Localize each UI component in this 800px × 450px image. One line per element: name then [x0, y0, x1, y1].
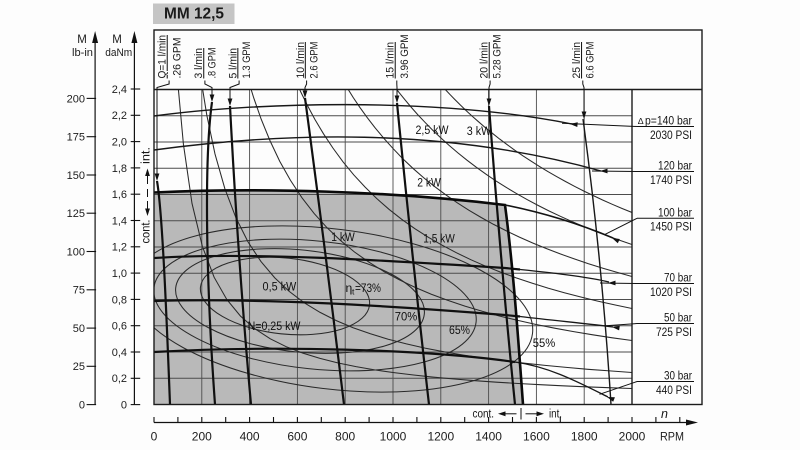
svg-text:N=0,25 kW: N=0,25 kW: [248, 319, 301, 333]
svg-text:70%: 70%: [395, 310, 418, 324]
svg-text:1800: 1800: [571, 430, 598, 444]
svg-text:20 l/min: 20 l/min: [479, 42, 491, 79]
svg-text:n: n: [661, 407, 668, 421]
svg-text:p=140 bar: p=140 bar: [645, 114, 692, 128]
svg-text:2,5 kW: 2,5 kW: [416, 123, 449, 137]
svg-text:2,0: 2,0: [112, 137, 127, 149]
svg-text:600: 600: [287, 430, 307, 444]
svg-text:2.6 GPM: 2.6 GPM: [308, 42, 320, 79]
svg-text:3 l/min: 3 l/min: [193, 48, 205, 79]
svg-text:3.96 GPM: 3.96 GPM: [399, 35, 411, 79]
svg-text:1,6: 1,6: [112, 189, 127, 201]
svg-text:2 kW: 2 kW: [417, 176, 441, 190]
svg-text:25 l/min: 25 l/min: [571, 42, 583, 79]
svg-text:125: 125: [67, 208, 85, 220]
svg-text:400: 400: [240, 430, 260, 444]
svg-text:M: M: [112, 34, 122, 46]
svg-text:0: 0: [79, 400, 85, 412]
svg-text:50: 50: [73, 323, 85, 335]
svg-text:55%: 55%: [533, 336, 556, 350]
svg-text:0,5 kW: 0,5 kW: [263, 280, 297, 294]
svg-text:.8 GPM: .8 GPM: [207, 48, 219, 79]
svg-text:cont.: cont.: [473, 409, 495, 421]
svg-text:1 kW: 1 kW: [331, 230, 355, 244]
svg-text:1400: 1400: [475, 430, 502, 444]
svg-text:cont.: cont.: [141, 220, 153, 244]
svg-text:lb-in: lb-in: [72, 47, 93, 59]
svg-text:η: η: [346, 281, 353, 295]
svg-text:120 bar: 120 bar: [658, 159, 692, 173]
svg-text:1,0: 1,0: [112, 268, 127, 280]
svg-text:2000: 2000: [619, 430, 646, 444]
svg-text:int.: int.: [549, 409, 562, 421]
svg-text:1200: 1200: [427, 430, 454, 444]
svg-text:0: 0: [151, 430, 158, 444]
svg-text:6.6 GPM: 6.6 GPM: [585, 42, 597, 79]
svg-text:3 kW: 3 kW: [467, 124, 492, 138]
svg-text:0,4: 0,4: [112, 347, 127, 359]
svg-text:RPM: RPM: [660, 430, 684, 444]
svg-text:daNm: daNm: [105, 47, 132, 59]
svg-text:25: 25: [73, 361, 85, 373]
svg-text:5 l/min: 5 l/min: [227, 48, 239, 79]
svg-text:200: 200: [192, 430, 212, 444]
svg-text:65%: 65%: [449, 323, 470, 337]
svg-text:1740 PSI: 1740 PSI: [650, 173, 692, 187]
svg-text:∆: ∆: [638, 116, 644, 126]
svg-text:MM 12,5: MM 12,5: [164, 6, 224, 23]
svg-text:150: 150: [67, 170, 85, 182]
svg-text:2,4: 2,4: [112, 84, 127, 96]
svg-text:1600: 1600: [523, 430, 550, 444]
svg-text:1450 PSI: 1450 PSI: [650, 220, 692, 234]
svg-text:175: 175: [67, 132, 85, 144]
svg-text:1,4: 1,4: [112, 215, 127, 227]
svg-text:1,5 kW: 1,5 kW: [423, 232, 455, 246]
svg-text:1,8: 1,8: [112, 163, 127, 175]
svg-text:800: 800: [335, 430, 355, 444]
svg-text:440 PSI: 440 PSI: [656, 383, 692, 397]
svg-text:10 l/min: 10 l/min: [295, 42, 307, 79]
svg-text:75: 75: [73, 285, 85, 297]
svg-text:0: 0: [121, 400, 127, 412]
svg-text:70 bar: 70 bar: [664, 271, 692, 285]
svg-text:Q=1 l/min: Q=1 l/min: [157, 35, 169, 79]
svg-text:0,8: 0,8: [112, 294, 127, 306]
svg-text:2030 PSI: 2030 PSI: [650, 128, 692, 142]
svg-text:100 bar: 100 bar: [658, 205, 692, 219]
svg-text:int.: int.: [141, 147, 153, 164]
svg-text:2,2: 2,2: [112, 110, 127, 122]
svg-text:.26 GPM: .26 GPM: [171, 38, 183, 79]
svg-text:50 bar: 50 bar: [664, 311, 692, 325]
svg-text:725 PSI: 725 PSI: [656, 325, 692, 339]
svg-text:200: 200: [67, 93, 85, 105]
svg-text:1000: 1000: [380, 430, 407, 444]
svg-text:5.28 GPM: 5.28 GPM: [492, 35, 504, 79]
svg-text:0,6: 0,6: [112, 321, 127, 333]
svg-text:1,2: 1,2: [112, 242, 127, 254]
svg-text:M: M: [77, 34, 87, 46]
svg-text:15 l/min: 15 l/min: [385, 42, 397, 79]
svg-text:30 bar: 30 bar: [664, 369, 692, 383]
svg-text:=73%: =73%: [355, 281, 381, 295]
svg-text:100: 100: [67, 246, 85, 258]
svg-text:1020 PSI: 1020 PSI: [650, 285, 692, 299]
svg-text:1.3 GPM: 1.3 GPM: [241, 42, 253, 79]
svg-text:t: t: [352, 287, 355, 297]
svg-text:0,2: 0,2: [112, 373, 127, 385]
